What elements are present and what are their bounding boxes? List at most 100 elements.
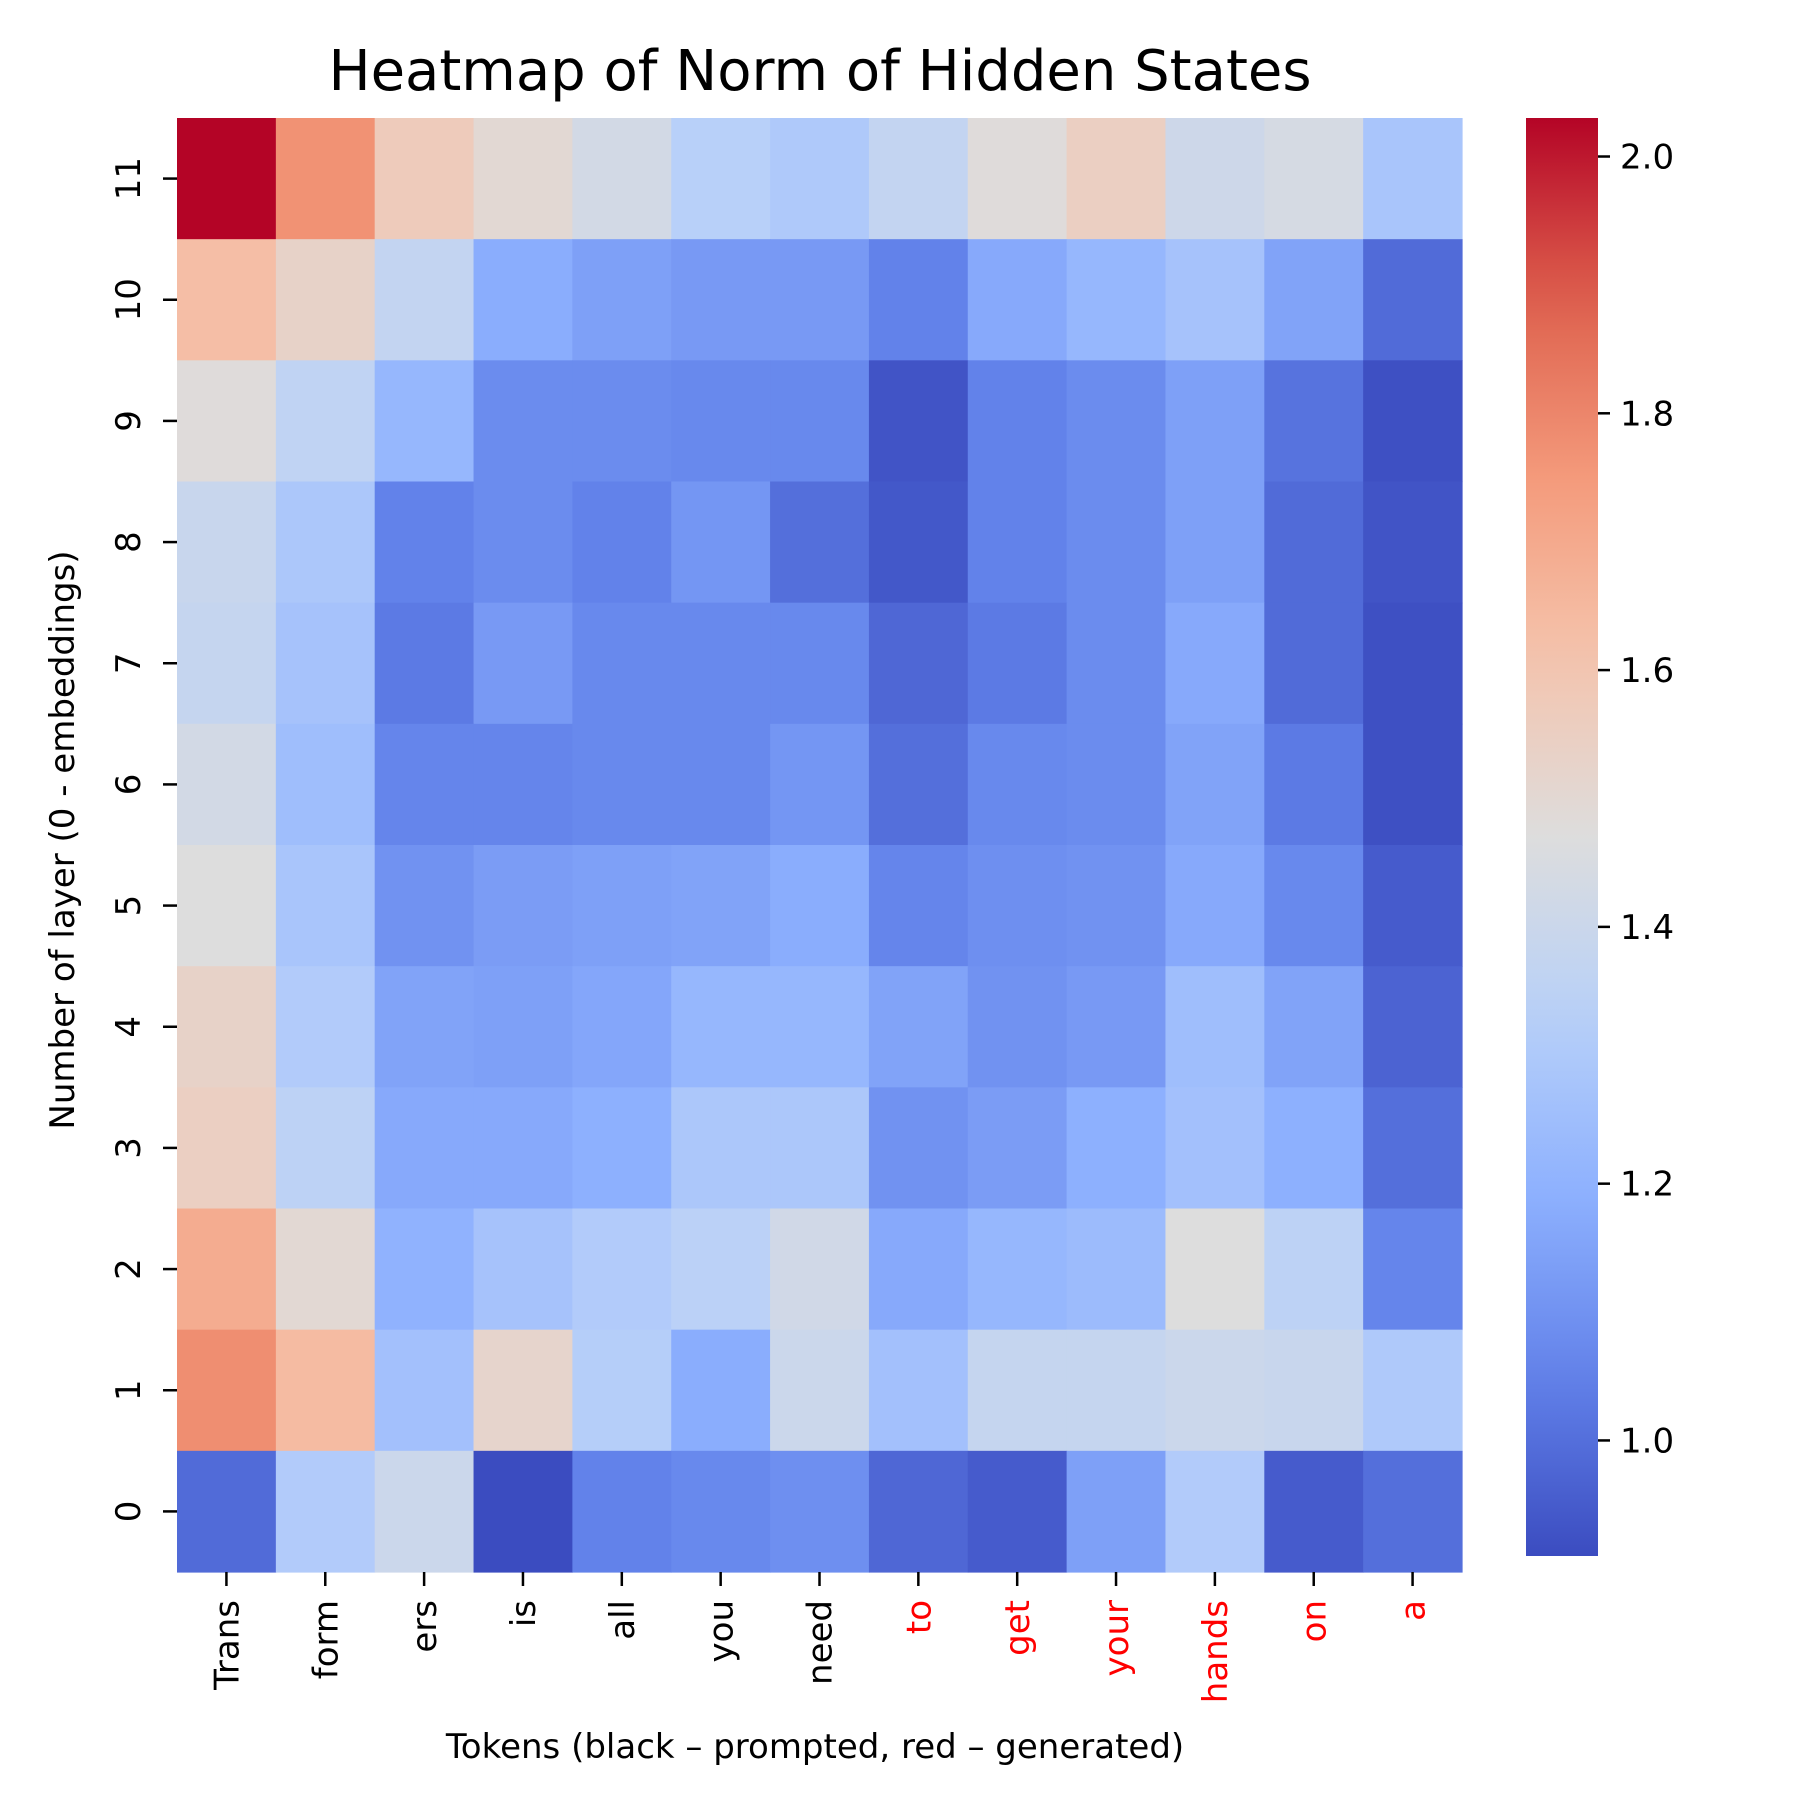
heatmap-cell xyxy=(1363,845,1463,967)
heatmap-cell xyxy=(572,1450,672,1573)
heatmap-cell xyxy=(473,966,573,1088)
x-tick-label: Trans xyxy=(207,1600,247,1691)
heatmap-cell xyxy=(473,1208,573,1331)
heatmap-cell xyxy=(1165,966,1265,1088)
x-tick-label: form xyxy=(306,1600,346,1679)
heatmap-cell xyxy=(1264,602,1364,725)
heatmap-cell xyxy=(671,239,771,361)
heatmap-cell xyxy=(572,723,672,846)
heatmap-cell xyxy=(177,239,277,361)
heatmap-cell xyxy=(770,966,870,1088)
heatmap-cell xyxy=(275,239,376,361)
heatmap-cell xyxy=(1165,239,1265,361)
heatmap-cell xyxy=(1165,481,1265,604)
heatmap-cell xyxy=(177,1208,277,1331)
heatmap-cell xyxy=(177,845,277,967)
heatmap-cell xyxy=(1264,723,1364,846)
heatmap-cell xyxy=(473,1087,573,1210)
heatmap-cell xyxy=(770,360,870,483)
heatmap-cell xyxy=(770,481,870,604)
y-tick-label: 7 xyxy=(109,652,149,674)
heatmap-cell xyxy=(770,723,870,846)
heatmap-cell xyxy=(572,118,672,240)
heatmap-cell xyxy=(967,723,1068,846)
heatmap-cell xyxy=(671,602,771,725)
heatmap-cell xyxy=(868,1208,969,1331)
heatmap-cell xyxy=(473,602,573,725)
heatmap-cell xyxy=(275,1087,376,1210)
heatmap-cell xyxy=(868,481,969,604)
heatmap-cell xyxy=(275,118,376,240)
heatmap-cell xyxy=(671,118,771,240)
x-tick-label: to xyxy=(899,1600,939,1634)
y-tick-label: 1 xyxy=(109,1379,149,1401)
heatmap-cell xyxy=(177,360,277,483)
heatmap-cell xyxy=(868,602,969,725)
heatmap-cell xyxy=(868,1329,969,1452)
heatmap-cell xyxy=(671,360,771,483)
heatmap-cell xyxy=(1264,1087,1364,1210)
x-tick-label: hands xyxy=(1196,1600,1236,1703)
heatmap-cell xyxy=(1363,118,1463,240)
heatmap-cell xyxy=(770,1450,870,1573)
colorbar-tick-label: 1.0 xyxy=(1620,1421,1674,1461)
heatmap-cell xyxy=(1066,1450,1167,1573)
heatmap-cell xyxy=(868,1087,969,1210)
colorbar-tick-label: 1.2 xyxy=(1620,1165,1674,1205)
heatmap-cell xyxy=(374,845,475,967)
heatmap-cell xyxy=(1066,1087,1167,1210)
heatmap-cell xyxy=(374,239,475,361)
x-tick-label: a xyxy=(1394,1600,1434,1621)
heatmap-cell xyxy=(1264,1450,1364,1573)
heatmap-cell xyxy=(1066,966,1167,1088)
heatmap-cell xyxy=(1264,966,1364,1088)
heatmap-cell xyxy=(1066,602,1167,725)
heatmap-cell xyxy=(671,723,771,846)
heatmap-cell xyxy=(473,360,573,483)
heatmap-cell xyxy=(868,845,969,967)
heatmap-cell xyxy=(967,1087,1068,1210)
heatmap-cell xyxy=(572,1329,672,1452)
heatmap-cell xyxy=(967,845,1068,967)
heatmap-cell xyxy=(1363,1087,1463,1210)
x-tick-label: need xyxy=(801,1600,841,1685)
x-tick-label: you xyxy=(702,1600,742,1662)
heatmap-cell xyxy=(1066,1208,1167,1331)
heatmap-cell xyxy=(374,1450,475,1573)
x-axis-ticks: Trans form ers is all you need to get your hands on… xyxy=(207,1572,1434,1703)
heatmap-cells xyxy=(177,118,1463,1573)
heatmap-cell xyxy=(374,360,475,483)
heatmap-cell xyxy=(967,118,1068,240)
y-tick-label: 6 xyxy=(109,774,149,796)
colorbar-ticks: 1.0 1.2 1.4 1.6 1.8 2.0 xyxy=(1598,138,1674,1461)
heatmap-cell xyxy=(1264,1329,1364,1452)
heatmap-cell xyxy=(967,1450,1068,1573)
heatmap-cell xyxy=(275,723,376,846)
heatmap-cell xyxy=(770,1329,870,1452)
heatmap-cell xyxy=(1165,845,1265,967)
heatmap-cell xyxy=(177,1329,277,1452)
y-axis-label: Number of layer (0 - embeddings) xyxy=(43,550,83,1129)
heatmap-cell xyxy=(572,481,672,604)
heatmap-cell xyxy=(1363,360,1463,483)
heatmap-cell xyxy=(671,1450,771,1573)
heatmap-cell xyxy=(1264,845,1364,967)
heatmap-cell xyxy=(1165,360,1265,483)
heatmap-cell xyxy=(1363,1329,1463,1452)
colorbar-tick-label: 2.0 xyxy=(1620,138,1674,178)
y-tick-label: 3 xyxy=(109,1137,149,1159)
colorbar-gradient xyxy=(1526,118,1598,1556)
heatmap-cell xyxy=(770,602,870,725)
heatmap-cell xyxy=(868,966,969,1088)
y-tick-label: 5 xyxy=(109,895,149,917)
y-tick-label: 11 xyxy=(109,157,149,200)
heatmap-cell xyxy=(1363,602,1463,725)
heatmap-cell xyxy=(1066,118,1167,240)
heatmap-cell xyxy=(374,723,475,846)
heatmap-cell xyxy=(671,966,771,1088)
heatmap-cell xyxy=(1165,1087,1265,1210)
heatmap-cell xyxy=(1363,723,1463,846)
heatmap-cell xyxy=(473,1329,573,1452)
heatmap-cell xyxy=(1066,360,1167,483)
y-tick-label: 10 xyxy=(109,278,149,321)
